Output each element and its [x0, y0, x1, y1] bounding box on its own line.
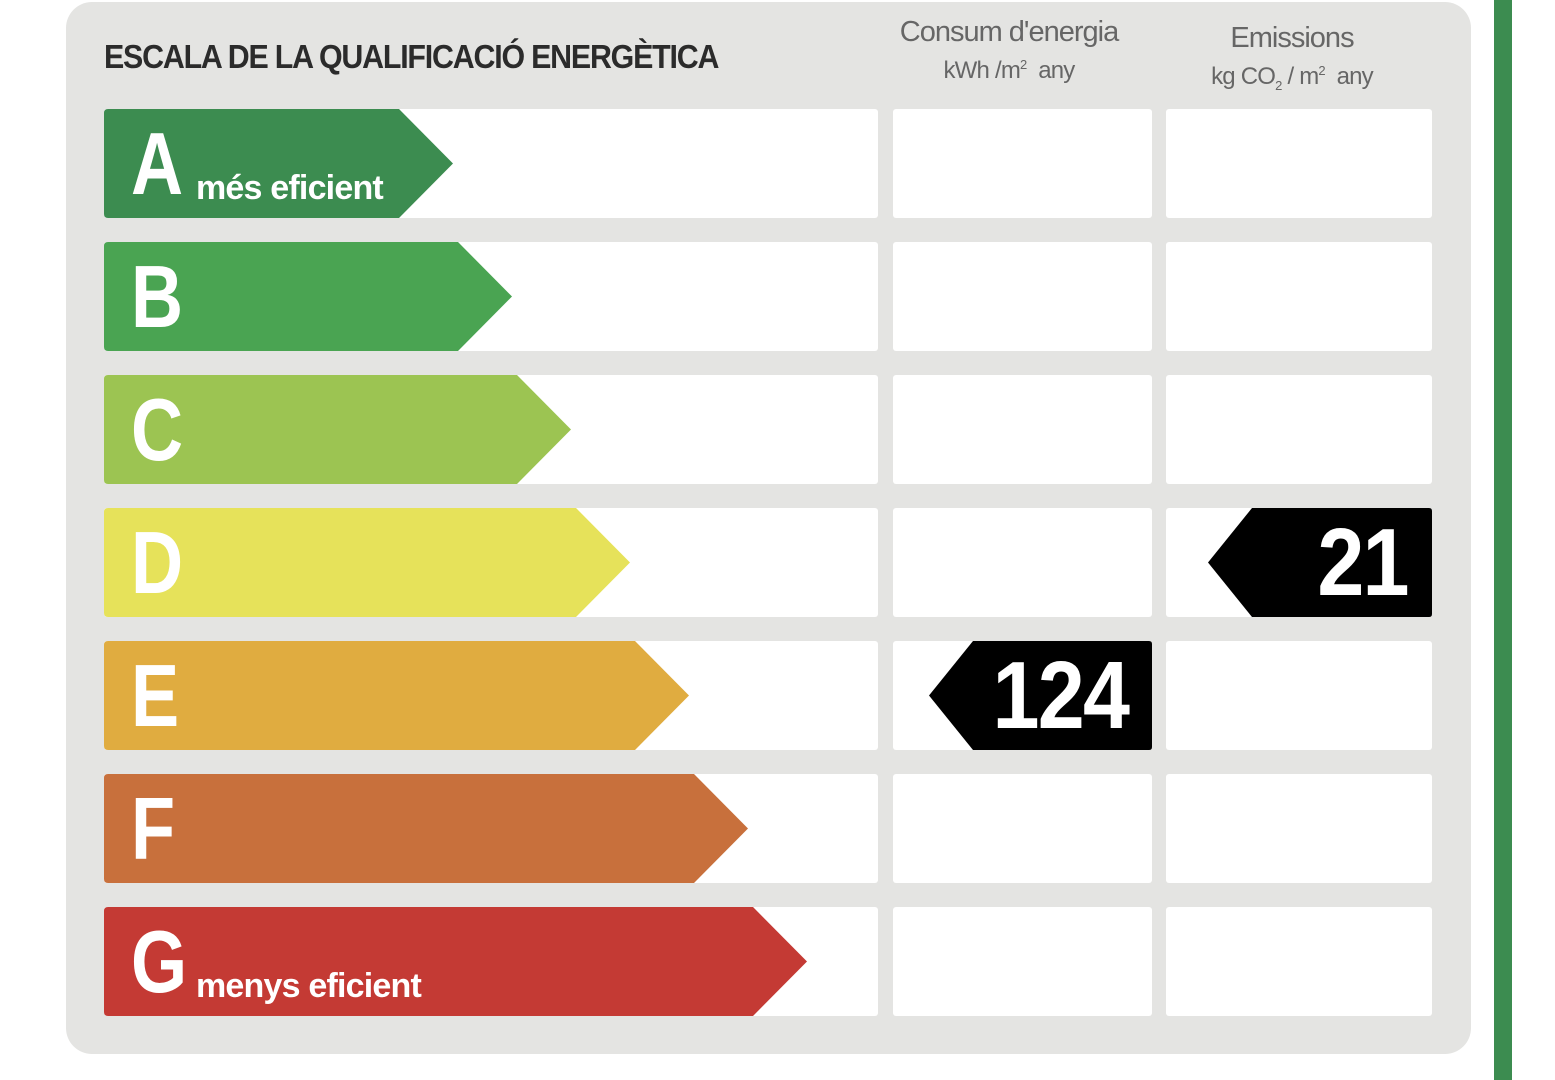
- rating-d-mid-cell: [893, 508, 1152, 617]
- rating-b-arrow-shape: [104, 242, 512, 351]
- rating-e-arrow: [104, 641, 689, 750]
- rating-g-arrow-shape: [104, 907, 807, 1016]
- emissions-column-title: Emissions: [1230, 22, 1354, 54]
- rating-a-arrow: [104, 109, 453, 218]
- rating-c-mid-cell: [893, 375, 1152, 484]
- rating-g-mid-cell: [893, 907, 1152, 1016]
- rating-e-arrow-shape: [104, 641, 689, 750]
- energy-value-tag-number: 124: [992, 642, 1129, 749]
- rating-a-arrow-shape: [104, 109, 453, 218]
- rating-c-arrow-shape: [104, 375, 571, 484]
- emissions-value-tag: 21: [1208, 508, 1432, 617]
- rating-a-sublabel: més eficient: [196, 169, 384, 207]
- rating-f-arrow: [104, 774, 748, 883]
- rating-b-mid-cell: [893, 242, 1152, 351]
- energy-column-title: Consum d'energia: [899, 16, 1119, 48]
- energy-column-unit: kWh /m2 any: [943, 57, 1075, 84]
- emissions-value-tag-number: 21: [1317, 509, 1410, 616]
- energy-value-tag-shape: [929, 641, 1152, 750]
- rating-e-letter: E: [131, 646, 180, 745]
- rating-d-arrow-shape: [104, 508, 630, 617]
- rating-f-letter: F: [131, 779, 176, 878]
- emissions-value-tag-shape: [1208, 508, 1432, 617]
- rating-b-right-cell: [1166, 242, 1432, 351]
- rating-g-right-cell: [1166, 907, 1432, 1016]
- emissions-column-unit: kg CO2 / m2 any: [1211, 63, 1374, 93]
- label-title: ESCALA DE LA QUALIFICACIÓ ENERGÈTICA: [104, 38, 719, 75]
- rating-g-sublabel: menys eficient: [196, 967, 422, 1005]
- rating-f-arrow-shape: [104, 774, 748, 883]
- rating-c-right-cell: [1166, 375, 1432, 484]
- rating-g-letter: G: [131, 912, 188, 1011]
- rating-d-letter: D: [131, 513, 184, 612]
- rating-b-letter: B: [131, 247, 184, 346]
- rating-d-arrow: [104, 508, 630, 617]
- rating-f-mid-cell: [893, 774, 1152, 883]
- side-stripe: [1494, 0, 1512, 1080]
- rating-c-letter: C: [131, 380, 184, 479]
- rating-a-mid-cell: [893, 109, 1152, 218]
- rating-c-arrow: [104, 375, 571, 484]
- rating-g-arrow: [104, 907, 807, 1016]
- rating-a-right-cell: [1166, 109, 1432, 218]
- rating-b-arrow: [104, 242, 512, 351]
- energy-column-header: Consum d'energia kWh /m2 any: [893, 16, 1125, 85]
- rating-f-right-cell: [1166, 774, 1432, 883]
- energy-value-tag: 124: [929, 641, 1152, 750]
- emissions-column-header: Emissions kg CO2 / m2 any: [1166, 22, 1418, 93]
- rating-a-letter: A: [131, 114, 184, 213]
- rating-e-right-cell: [1166, 641, 1432, 750]
